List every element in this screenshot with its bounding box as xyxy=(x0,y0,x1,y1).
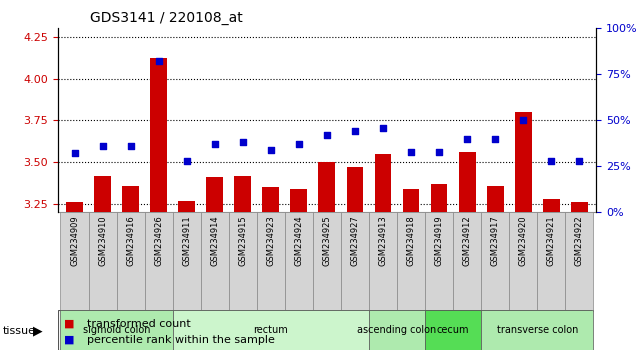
Text: GSM234923: GSM234923 xyxy=(266,215,276,266)
Bar xyxy=(206,177,223,212)
Point xyxy=(350,129,360,134)
Point xyxy=(322,132,332,138)
Bar xyxy=(543,199,560,212)
Text: GSM234920: GSM234920 xyxy=(519,215,528,266)
Point xyxy=(546,158,556,164)
Bar xyxy=(285,212,313,312)
Bar xyxy=(341,212,369,312)
Text: GSM234911: GSM234911 xyxy=(182,215,191,266)
Text: transformed count: transformed count xyxy=(87,319,190,329)
Text: GSM234921: GSM234921 xyxy=(547,215,556,266)
Point xyxy=(294,142,304,147)
Text: GSM234914: GSM234914 xyxy=(210,215,219,266)
Text: GDS3141 / 220108_at: GDS3141 / 220108_at xyxy=(90,11,242,25)
Bar xyxy=(66,202,83,212)
Bar xyxy=(150,58,167,212)
Bar xyxy=(397,212,425,312)
Text: transverse colon: transverse colon xyxy=(497,325,578,335)
Bar xyxy=(94,176,111,212)
Point xyxy=(265,147,276,153)
Text: GSM234910: GSM234910 xyxy=(98,215,107,266)
Text: GSM234916: GSM234916 xyxy=(126,215,135,266)
Point xyxy=(378,125,388,131)
Point xyxy=(574,158,585,164)
Text: GSM234912: GSM234912 xyxy=(463,215,472,266)
Text: GSM234926: GSM234926 xyxy=(154,215,163,266)
Bar xyxy=(201,212,229,312)
Point xyxy=(490,136,501,142)
Bar xyxy=(117,212,145,312)
Bar xyxy=(347,167,363,212)
Point xyxy=(153,59,163,64)
Bar xyxy=(571,202,588,212)
Bar xyxy=(425,310,481,350)
Bar xyxy=(172,212,201,312)
Text: ■: ■ xyxy=(64,319,74,329)
Bar xyxy=(262,187,279,212)
Bar xyxy=(369,310,425,350)
Text: GSM234919: GSM234919 xyxy=(435,215,444,266)
Text: GSM234925: GSM234925 xyxy=(322,215,331,266)
Bar xyxy=(229,212,257,312)
Point xyxy=(181,158,192,164)
Point xyxy=(97,143,108,149)
Bar xyxy=(178,201,195,212)
Bar xyxy=(313,212,341,312)
Bar xyxy=(257,212,285,312)
Text: rectum: rectum xyxy=(253,325,288,335)
Bar xyxy=(88,212,117,312)
Point xyxy=(434,149,444,154)
Bar xyxy=(403,189,419,212)
Bar xyxy=(369,212,397,312)
Bar xyxy=(481,212,509,312)
Text: GSM234927: GSM234927 xyxy=(351,215,360,266)
Text: cecum: cecum xyxy=(437,325,469,335)
Point xyxy=(238,139,248,145)
Text: GSM234917: GSM234917 xyxy=(490,215,500,266)
Bar xyxy=(481,310,594,350)
Point xyxy=(406,149,416,154)
Bar xyxy=(235,176,251,212)
Text: GSM234918: GSM234918 xyxy=(406,215,415,266)
Point xyxy=(126,143,136,149)
Text: GSM234922: GSM234922 xyxy=(575,215,584,266)
Bar xyxy=(290,189,307,212)
Bar xyxy=(122,185,139,212)
Bar xyxy=(425,212,453,312)
Point xyxy=(518,118,528,123)
Bar xyxy=(487,185,504,212)
Bar xyxy=(60,310,172,350)
Text: sigmoid colon: sigmoid colon xyxy=(83,325,151,335)
Bar xyxy=(459,152,476,212)
Text: ▶: ▶ xyxy=(33,325,43,337)
Point xyxy=(69,151,79,156)
Bar xyxy=(145,212,172,312)
Text: GSM234913: GSM234913 xyxy=(378,215,388,266)
Point xyxy=(210,142,220,147)
Text: ascending colon: ascending colon xyxy=(358,325,437,335)
Bar xyxy=(60,212,88,312)
Text: ■: ■ xyxy=(64,335,74,345)
Bar xyxy=(565,212,594,312)
Bar xyxy=(319,162,335,212)
Bar xyxy=(453,212,481,312)
Text: tissue: tissue xyxy=(3,326,36,336)
Point xyxy=(462,136,472,142)
Bar xyxy=(515,112,531,212)
Bar xyxy=(172,310,369,350)
Bar xyxy=(537,212,565,312)
Bar xyxy=(509,212,537,312)
Text: GSM234915: GSM234915 xyxy=(238,215,247,266)
Text: GSM234924: GSM234924 xyxy=(294,215,303,266)
Text: GSM234909: GSM234909 xyxy=(70,215,79,266)
Text: percentile rank within the sample: percentile rank within the sample xyxy=(87,335,274,345)
Bar xyxy=(431,184,447,212)
Bar xyxy=(374,154,392,212)
